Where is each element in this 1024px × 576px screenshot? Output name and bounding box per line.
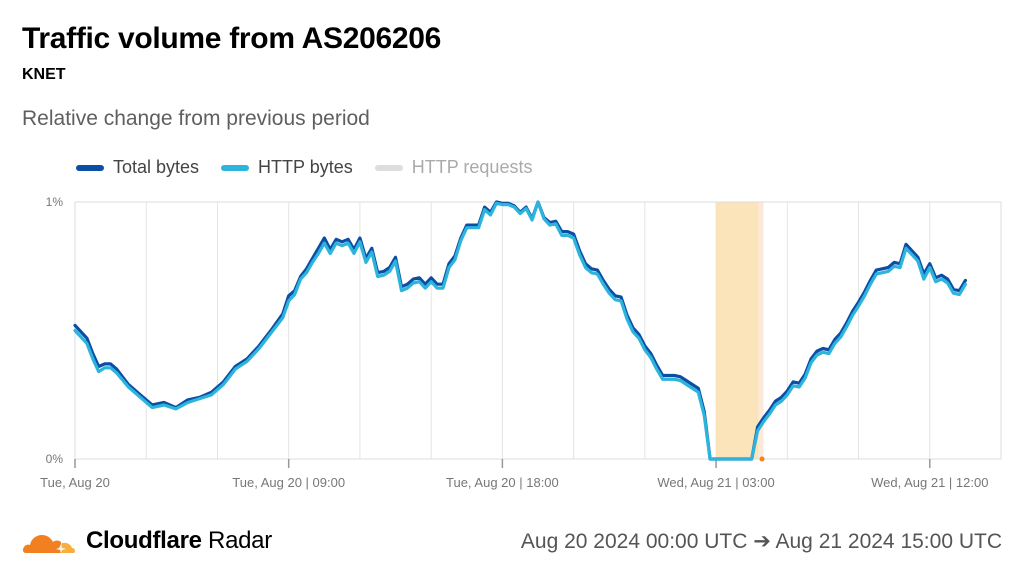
chart-description: Relative change from previous period xyxy=(22,107,370,130)
chart-grid xyxy=(145,202,931,459)
legend-label: HTTP requests xyxy=(411,157,533,177)
brand-bold: Cloudflare xyxy=(86,527,202,554)
legend-item-http-requests[interactable]: HTTP requests xyxy=(374,157,533,178)
svg-text:Tue, Aug 20: Tue, Aug 20 xyxy=(40,475,110,490)
brand-regular: Radar xyxy=(201,527,272,554)
outage-marker xyxy=(759,456,765,462)
outage-highlight xyxy=(716,202,759,459)
legend-swatch-icon xyxy=(374,164,403,171)
y-axis: 1% 0% xyxy=(46,195,64,466)
svg-text:Tue, Aug 20 | 09:00: Tue, Aug 20 | 09:00 xyxy=(232,475,345,490)
svg-text:Tue, Aug 20 | 18:00: Tue, Aug 20 | 18:00 xyxy=(446,475,559,490)
legend-swatch-icon xyxy=(76,164,104,171)
series-http-bytes[interactable] xyxy=(73,200,968,461)
svg-text:Wed, Aug 21 | 03:00: Wed, Aug 21 | 03:00 xyxy=(657,475,774,490)
legend-swatch-icon xyxy=(221,164,250,171)
cloudflare-radar-logo: Cloudflare Radar xyxy=(22,527,272,555)
series-total-bytes[interactable] xyxy=(73,200,968,461)
brand-name: Cloudflare Radar xyxy=(86,527,272,555)
legend-label: Total bytes xyxy=(113,157,200,177)
chart-legend: Total bytes HTTP bytes HTTP requests xyxy=(76,157,554,178)
cloudflare-cloud-icon xyxy=(22,535,76,553)
x-axis: Tue, Aug 20 Tue, Aug 20 | 09:00 Tue, Aug 2… xyxy=(40,459,988,490)
date-range: Aug 20 2024 00:00 UTC ➔ Aug 21 2024 15:0… xyxy=(520,530,1002,553)
legend-item-total-bytes[interactable]: Total bytes xyxy=(76,157,199,178)
legend-label: HTTP bytes xyxy=(258,157,353,177)
svg-text:0%: 0% xyxy=(46,452,64,466)
chart-title: Traffic volume from AS206206 xyxy=(22,22,441,55)
plot-frame xyxy=(74,201,1002,460)
legend-item-http-bytes[interactable]: HTTP bytes xyxy=(221,157,353,178)
chart-subtitle: KNET xyxy=(22,66,66,83)
svg-text:Wed, Aug 21 | 12:00: Wed, Aug 21 | 12:00 xyxy=(871,475,988,490)
svg-text:1%: 1% xyxy=(46,195,64,209)
outage-highlight-edge xyxy=(758,202,764,459)
